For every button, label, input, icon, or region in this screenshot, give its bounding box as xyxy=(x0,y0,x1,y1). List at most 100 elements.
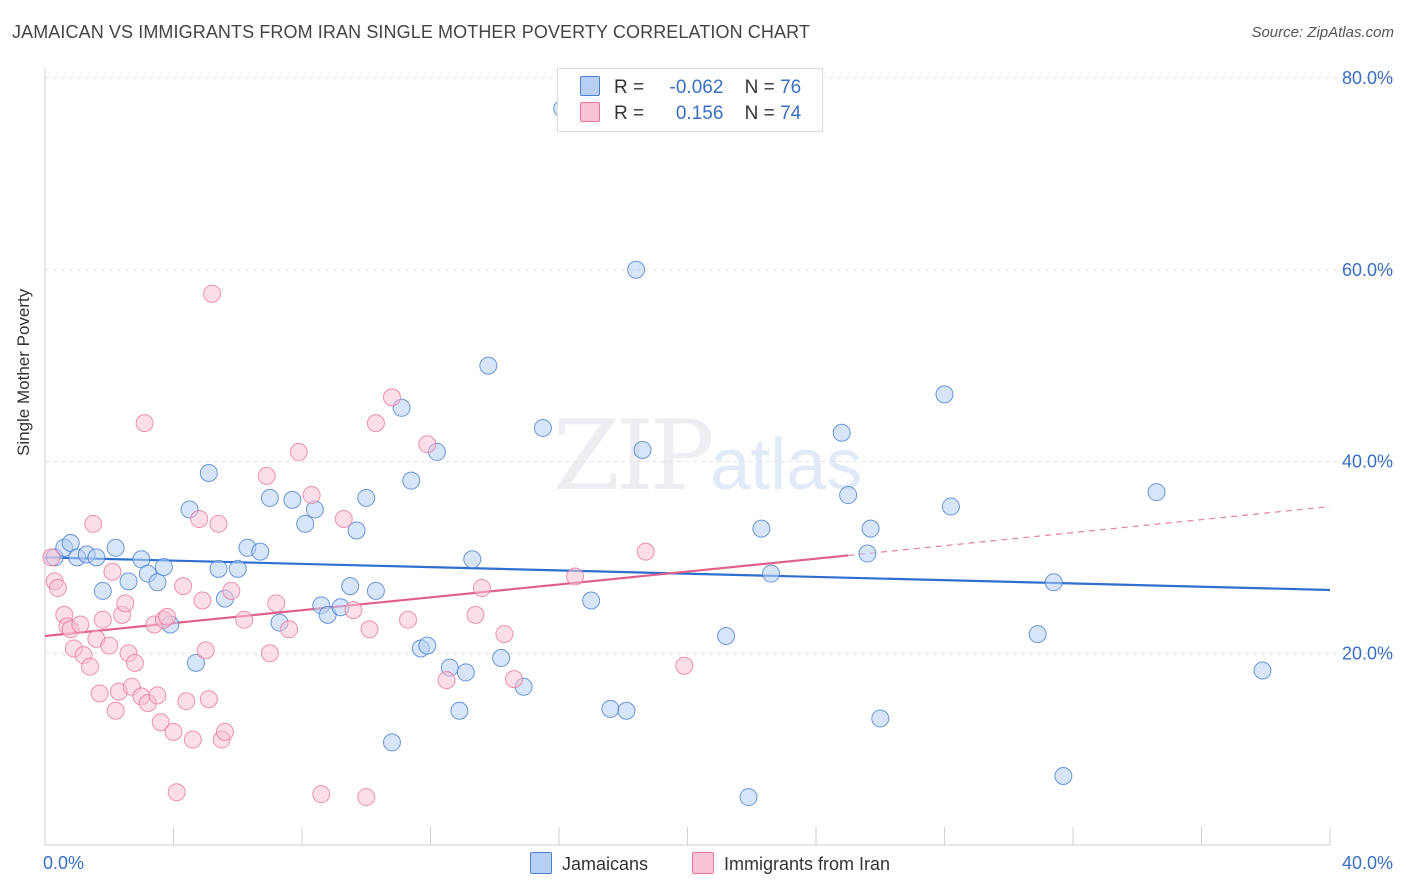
point-jamaicans xyxy=(832,423,851,442)
x-tick-label: 40.0% xyxy=(1342,853,1393,873)
point-iran xyxy=(125,653,144,672)
point-jamaicans xyxy=(935,385,954,404)
point-jamaicans xyxy=(492,649,511,668)
legend-n-label: N = xyxy=(744,77,775,98)
point-iran xyxy=(675,656,694,675)
point-jamaicans xyxy=(941,497,960,516)
legend-n-label: N = xyxy=(744,103,775,124)
point-iran xyxy=(190,510,209,529)
axes xyxy=(44,68,1331,846)
point-iran xyxy=(148,686,167,705)
bottom-legend-jamaicans: Jamaicans xyxy=(530,852,648,875)
point-iran xyxy=(260,644,279,663)
point-iran xyxy=(116,594,135,613)
point-jamaicans xyxy=(199,464,218,483)
point-iran xyxy=(636,542,655,561)
bottom-legend-iran: Immigrants from Iran xyxy=(692,852,890,875)
point-iran xyxy=(566,567,585,586)
point-jamaicans xyxy=(154,557,173,576)
trend-line-iran-extension xyxy=(848,505,1331,557)
legend-r-label: R = xyxy=(614,103,645,124)
bottom-legend-label: Jamaicans xyxy=(562,854,649,874)
point-jamaicans xyxy=(347,521,366,540)
point-jamaicans xyxy=(283,490,302,509)
point-iran xyxy=(100,636,119,655)
point-iran xyxy=(177,692,196,711)
point-jamaicans xyxy=(228,559,247,578)
point-iran xyxy=(437,671,456,690)
point-jamaicans xyxy=(296,514,315,533)
point-iran xyxy=(158,607,177,626)
point-iran xyxy=(135,414,154,433)
legend-row-iran: R = 0.156 N = 74 xyxy=(580,102,801,124)
point-iran xyxy=(183,730,202,749)
point-jamaicans xyxy=(93,581,112,600)
point-jamaicans xyxy=(582,591,601,610)
point-iran xyxy=(196,641,215,660)
correlation-legend: R = -0.062 N = 76 R = 0.156 N = 74 xyxy=(557,68,823,132)
point-jamaicans xyxy=(533,418,552,437)
legend-n-value: 76 xyxy=(780,77,802,98)
point-iran xyxy=(84,514,103,533)
legend-r-label: R = xyxy=(614,77,645,98)
point-iran xyxy=(151,713,170,732)
point-iran xyxy=(344,601,363,620)
point-jamaicans xyxy=(871,709,890,728)
point-iran xyxy=(199,690,218,709)
watermark-zip: ZIP xyxy=(553,400,714,512)
point-iran xyxy=(106,701,125,720)
y-tick-label: 40.0% xyxy=(1342,452,1393,472)
point-jamaicans xyxy=(601,699,620,718)
y-axis-title: Single Mother Poverty xyxy=(14,288,33,456)
point-iran xyxy=(399,610,418,629)
point-jamaicans xyxy=(717,626,736,645)
point-iran xyxy=(334,510,353,529)
point-jamaicans xyxy=(119,572,138,591)
legend-swatch-pink xyxy=(580,102,600,122)
point-jamaicans xyxy=(752,519,771,538)
point-jamaicans xyxy=(861,519,880,538)
point-iran xyxy=(90,684,109,703)
point-jamaicans xyxy=(341,577,360,596)
point-iran xyxy=(366,414,385,433)
point-iran xyxy=(71,615,90,634)
point-iran xyxy=(93,610,112,629)
point-jamaicans xyxy=(357,488,376,507)
point-iran xyxy=(193,591,212,610)
point-iran xyxy=(235,610,254,629)
point-jamaicans xyxy=(382,733,401,752)
point-iran xyxy=(209,514,228,533)
point-iran xyxy=(42,548,61,567)
x-tick-label: 0.0% xyxy=(43,853,84,873)
point-jamaicans xyxy=(839,486,858,505)
point-iran xyxy=(222,581,241,600)
y-tick-label: 80.0% xyxy=(1342,68,1393,88)
legend-r-value: 0.156 xyxy=(675,103,724,124)
point-jamaicans xyxy=(627,260,646,279)
point-iran xyxy=(48,579,67,598)
point-iran xyxy=(302,486,321,505)
point-jamaicans xyxy=(456,663,475,682)
point-iran xyxy=(174,577,193,596)
bottom-legend-label: Immigrants from Iran xyxy=(724,854,891,874)
source-label: Source: ZipAtlas.com xyxy=(1251,24,1394,41)
tick-labels: 20.0% 40.0% 60.0% 80.0% 0.0% 40.0% xyxy=(43,68,1393,873)
point-jamaicans xyxy=(106,538,125,557)
legend-r-value: -0.062 xyxy=(669,77,724,98)
point-iran xyxy=(289,442,308,461)
grid-lines xyxy=(45,77,1395,654)
point-jamaicans xyxy=(402,471,421,490)
point-iran xyxy=(80,657,99,676)
point-jamaicans xyxy=(463,550,482,569)
point-jamaicans xyxy=(1028,625,1047,644)
point-jamaicans xyxy=(450,701,469,720)
point-iran xyxy=(495,625,514,644)
point-iran xyxy=(215,722,234,741)
point-jamaicans xyxy=(739,788,758,807)
point-iran xyxy=(505,670,524,689)
point-jamaicans xyxy=(366,581,385,600)
point-jamaicans xyxy=(87,548,106,567)
point-iran xyxy=(357,788,376,807)
point-jamaicans xyxy=(762,564,781,583)
